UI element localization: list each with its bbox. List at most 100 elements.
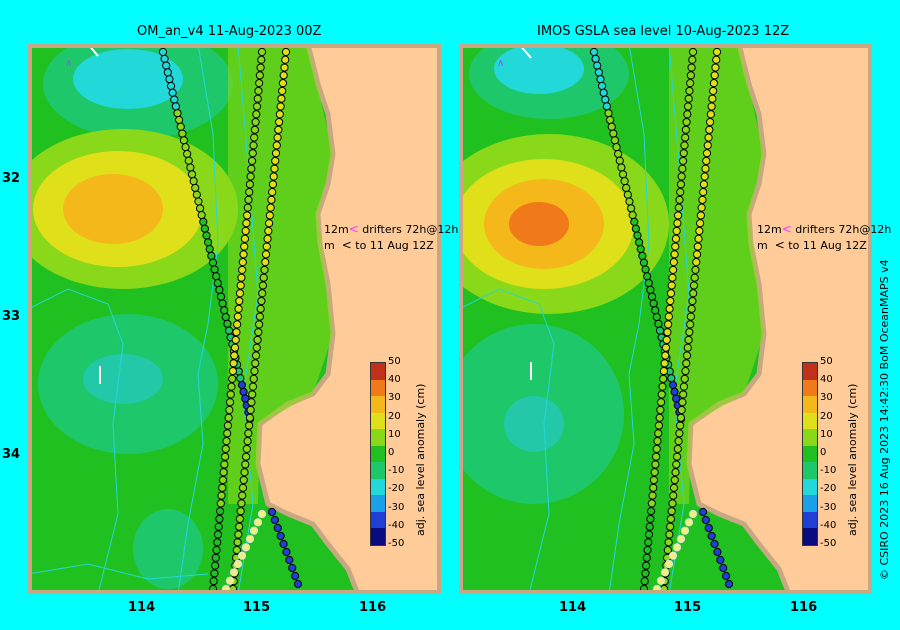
track-dot <box>628 211 637 220</box>
track-dot <box>249 374 258 383</box>
track-dot <box>676 421 685 430</box>
track-dot <box>675 195 684 204</box>
track-dot <box>248 382 258 391</box>
track-dot <box>684 518 694 527</box>
track-dot <box>266 203 275 212</box>
track-dot <box>228 366 237 376</box>
track-dot <box>697 203 706 212</box>
track-dot <box>238 265 247 275</box>
track-dot <box>225 576 235 585</box>
track-dot <box>224 413 233 422</box>
track-dot <box>692 250 702 259</box>
track-dot <box>594 68 603 77</box>
track-dot <box>599 88 608 97</box>
track-dot <box>638 251 647 260</box>
track-dot <box>207 251 216 260</box>
track-dot <box>213 530 223 539</box>
colorbar-tick: 50 <box>820 356 833 367</box>
track-dot <box>237 380 247 390</box>
track-dot <box>686 320 695 329</box>
map-left: ∧ <box>28 44 441 594</box>
track-dot <box>710 71 719 80</box>
track-dot <box>229 359 238 368</box>
colorbar-segment <box>803 429 817 446</box>
track-dot <box>243 203 252 212</box>
track-dot <box>213 538 222 547</box>
colorbar-tick: -20 <box>820 483 837 495</box>
drifter-track <box>459 288 555 594</box>
track-dot <box>274 117 284 127</box>
track-dot <box>176 122 185 131</box>
track-dot <box>246 172 255 181</box>
lon-tick: 114 <box>559 600 587 615</box>
track-dot <box>712 47 722 57</box>
track-dot <box>257 55 266 64</box>
track-dot <box>247 398 256 407</box>
colorbar-tick: -20 <box>388 483 405 495</box>
altimeter-tracks <box>589 47 734 594</box>
track-dot <box>666 522 675 531</box>
drifter-legend-right: 12m< drifters 72h@12h m < to 11 Aug 12Z <box>757 222 892 252</box>
colorbar-tick: -40 <box>820 519 837 531</box>
track-dot <box>646 285 655 294</box>
track-dot <box>657 390 666 399</box>
colorbar-tick: 20 <box>388 410 401 422</box>
track-dot <box>245 180 255 189</box>
colorbar-tick: 30 <box>388 392 401 404</box>
track-dot <box>647 499 656 508</box>
track-dot <box>236 281 245 290</box>
track-dot <box>272 141 281 150</box>
track-dot <box>251 351 261 360</box>
track-dot <box>267 195 276 204</box>
track-dot <box>618 170 628 179</box>
track-dot <box>271 149 281 158</box>
track-dot <box>668 273 677 282</box>
track-dot <box>247 164 256 173</box>
colorbar-segment <box>803 412 817 430</box>
track-dot <box>699 187 708 197</box>
colorbar-segment <box>803 462 817 479</box>
track-dot <box>238 258 247 267</box>
track-dot <box>677 172 686 181</box>
track-dot <box>601 95 610 104</box>
track-dot <box>661 343 671 352</box>
track-dot <box>699 180 709 189</box>
colorbar-segment <box>803 511 817 529</box>
track-dot <box>689 281 699 290</box>
track-dot <box>719 563 728 573</box>
track-dot <box>623 190 632 199</box>
track-dot <box>192 190 201 199</box>
track-dot <box>251 359 260 368</box>
track-dot <box>652 444 661 454</box>
colorbar-tick: 30 <box>820 392 833 404</box>
track-dot <box>705 117 715 127</box>
colorbar-tick: -10 <box>388 465 405 477</box>
track-dot <box>685 86 694 96</box>
track-dot <box>271 156 280 166</box>
track-dot <box>688 47 698 57</box>
track-dot <box>245 534 255 544</box>
track-dot <box>683 343 692 352</box>
track-dot <box>288 563 297 573</box>
track-dot <box>256 304 265 313</box>
drifter-marker: ∧ <box>65 58 72 69</box>
track-dot <box>682 359 691 368</box>
track-dot <box>255 71 264 80</box>
colorbar-segment <box>371 412 385 430</box>
track-dot <box>209 577 218 586</box>
track-dot <box>673 444 682 454</box>
track-dot <box>665 304 674 313</box>
track-dot <box>250 125 259 134</box>
track-dot <box>205 244 214 254</box>
track-dot <box>678 164 687 173</box>
track-dot <box>683 110 692 119</box>
track-dot <box>644 278 653 288</box>
track-dot <box>646 514 655 524</box>
track-dot <box>654 319 663 328</box>
track-dot <box>230 351 239 360</box>
track-dot <box>639 258 649 267</box>
track-dot <box>212 272 221 281</box>
track-dot <box>231 335 240 345</box>
track-dot <box>241 543 251 552</box>
track-dot <box>264 226 273 236</box>
